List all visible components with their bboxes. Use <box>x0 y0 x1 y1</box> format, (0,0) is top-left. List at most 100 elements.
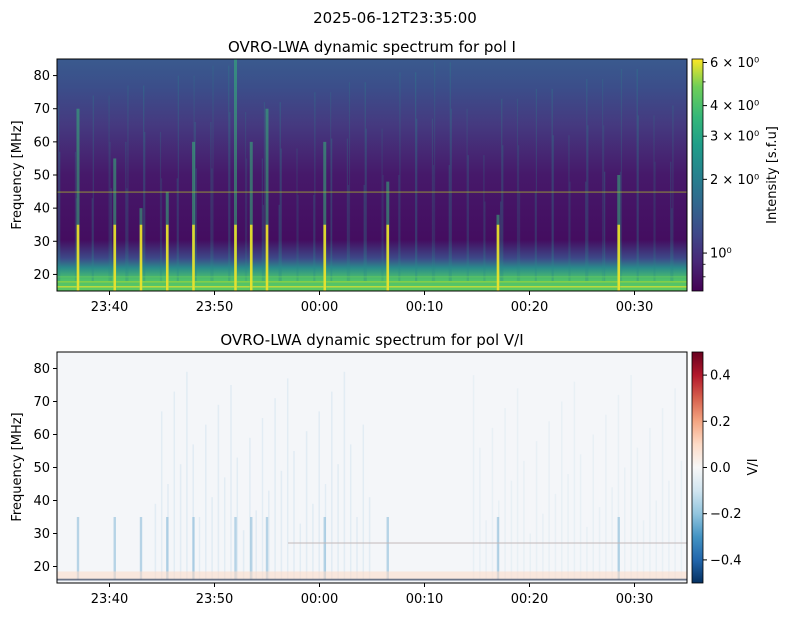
pol-i-texture-streak <box>636 68 638 282</box>
pol-i-texture-streak <box>671 208 673 282</box>
pol-vi-y-tick-label: 70 <box>33 395 50 410</box>
pol-vi-texture-streak <box>205 424 207 580</box>
pol-vi-texture-streak <box>655 500 657 580</box>
pol-vi-burst-streak <box>496 517 500 580</box>
pol-i-x-tick-label: 23:40 <box>91 300 128 315</box>
pol-i-texture-streak <box>381 128 383 282</box>
pol-vi-texture-streak <box>573 381 576 580</box>
pol-i-texture-streak <box>125 141 127 282</box>
pol-vi-burst-streak <box>234 517 237 580</box>
pol-i-texture-streak <box>57 208 59 282</box>
pol-i-burst-core <box>617 224 621 291</box>
pol-i-texture-streak <box>502 145 504 282</box>
pol-i-texture-streak <box>519 191 521 282</box>
pol-vi-colorbar <box>691 351 704 584</box>
pol-vi-texture-streak <box>567 474 569 580</box>
pol-i-burst-streak <box>265 108 269 291</box>
pol-vi-texture-streak <box>236 457 239 580</box>
pol-i-burst-streak <box>323 141 327 291</box>
pol-i-texture-streak <box>551 88 553 282</box>
pol-i-texture-streak <box>296 148 298 282</box>
pol-i-ylabel: Frequency [MHz] <box>10 120 25 229</box>
pol-i-texture-streak <box>262 204 264 282</box>
pol-vi-burst-streak <box>250 517 253 580</box>
pol-i-y-tick-label: 40 <box>33 202 50 217</box>
pol-i-texture-streak <box>210 121 212 282</box>
pol-i-texture-streak <box>347 184 350 282</box>
pol-vi-texture-streak <box>554 493 557 580</box>
pol-vi-texture-streak <box>318 411 320 580</box>
pol-i-texture-streak <box>517 145 520 282</box>
pol-i-texture-streak <box>467 155 469 282</box>
pol-vi-texture-streak <box>611 487 613 580</box>
pol-i-texture-streak <box>398 175 400 282</box>
pol-vi-burst-streak <box>139 517 143 580</box>
pol-i-texture-streak <box>211 168 213 282</box>
pol-i-texture-streak <box>433 62 436 282</box>
pol-vi-texture-streak <box>498 500 500 580</box>
pol-vi-texture-streak <box>649 427 651 580</box>
panel-pol-vi: OVRO-LWA dynamic spectrum for pol V/I 20… <box>10 331 761 607</box>
pol-i-texture-streak <box>466 108 468 282</box>
pol-i-texture-streak <box>450 108 452 282</box>
pol-i-burst-streak <box>192 141 195 291</box>
pol-i-texture-streak <box>195 168 197 282</box>
pol-i-texture-streak <box>160 178 163 282</box>
pol-i-colorbar <box>691 58 704 292</box>
pol-i-texture-streak <box>587 125 589 282</box>
pol-vi-texture-streak <box>242 530 245 580</box>
pol-vi-texture-streak <box>173 391 176 580</box>
pol-vi-texture-streak <box>312 503 314 580</box>
pol-vi-x-tick-label: 23:50 <box>196 592 233 607</box>
pol-vi-texture-streak <box>217 404 220 580</box>
pol-i-texture-streak <box>620 68 623 282</box>
pol-i-bursts <box>57 59 687 291</box>
pol-vi-colorbar-tick-label: −0.2 <box>710 507 742 522</box>
figure-suptitle: 2025-06-12T23:35:00 <box>313 9 477 27</box>
pol-i-burst-core <box>323 224 327 291</box>
pol-i-texture-streak <box>483 155 485 282</box>
pol-i-colorbar-tick-label: 3 × 10⁰ <box>710 130 759 145</box>
pol-i-texture-streak <box>484 201 486 282</box>
pol-i-texture-streak <box>448 165 450 282</box>
pol-vi-dashed-line <box>288 542 687 544</box>
pol-vi-texture-streak <box>192 444 194 580</box>
pol-i-texture-streak <box>501 98 503 282</box>
pol-vi-texture-streak <box>548 421 550 580</box>
pol-i-texture-streak <box>244 112 247 282</box>
pol-i-y-tick-label: 80 <box>33 69 50 84</box>
pol-vi-texture-streak <box>167 484 169 580</box>
pol-vi-colorbar-tick-label: 0.4 <box>710 369 731 384</box>
pol-vi-texture-streak <box>249 437 251 580</box>
pol-vi-y-tick-label: 20 <box>33 560 50 575</box>
pol-i-texture-streak <box>382 175 384 282</box>
pol-i-burst-streak <box>76 108 80 291</box>
pol-i-texture-streak <box>449 62 451 282</box>
pol-i-x-tick-label: 00:10 <box>406 300 443 315</box>
pol-vi-burst-streak <box>386 517 389 580</box>
pol-i-y-tick-label: 20 <box>33 268 50 283</box>
pol-vi-texture-streak <box>223 477 226 580</box>
pol-vi-texture-streak <box>324 484 327 580</box>
pol-i-y-axis: 20 30 40 50 60 70 80 <box>33 69 57 283</box>
pol-vi-texture-streak <box>268 490 270 580</box>
pol-i-texture-streak <box>177 75 179 282</box>
pol-vi-texture-streak <box>274 398 276 580</box>
pol-vi-ylabel: Frequency [MHz] <box>10 412 25 521</box>
pol-vi-background <box>57 352 687 583</box>
pol-i-texture-streak <box>92 95 94 282</box>
pol-vi-colorbar-ticks: 0.4 0.2 0.0 −0.2 −0.4 <box>703 369 742 568</box>
pol-vi-burst-streak <box>617 517 620 580</box>
pol-i-texture-streak <box>229 112 231 282</box>
pol-vi-texture-streak <box>186 371 188 580</box>
pol-i-texture-streak <box>109 141 111 282</box>
pol-i-texture-streak <box>586 78 588 282</box>
pol-i-texture-streak <box>159 131 162 282</box>
pol-vi-x-axis: 23:40 23:50 00:00 00:10 00:20 00:30 <box>91 583 653 607</box>
pol-vi-texture-streak <box>630 375 632 580</box>
pol-vi-burst-streak <box>166 517 169 580</box>
pol-vi-texture-streak <box>586 526 588 580</box>
pol-vi-low-band <box>57 571 687 580</box>
pol-vi-burst-streak <box>192 517 195 580</box>
